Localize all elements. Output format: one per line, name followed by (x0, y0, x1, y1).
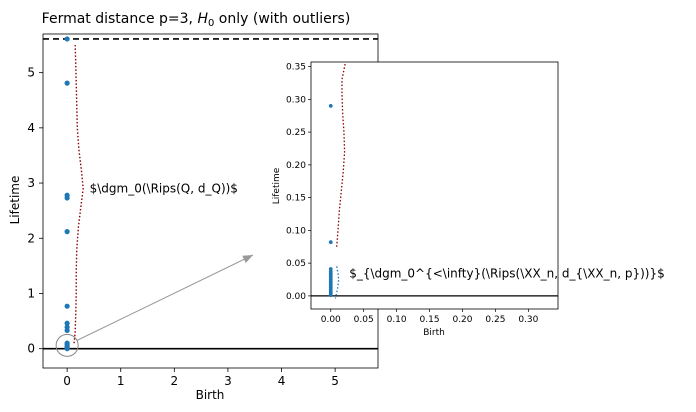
x-tick-label: 3 (224, 374, 232, 388)
data-point (64, 229, 70, 235)
zoom-indicator (55, 333, 79, 357)
y-tick-label: 3 (27, 176, 35, 190)
y-tick-label: 2 (27, 231, 35, 245)
inset-background (311, 62, 558, 309)
y-tick-label: 5 (27, 66, 35, 80)
inset-x-tick-label: 0.00 (321, 315, 341, 325)
inset-ticks: 0.00 0.05 0.10 0.15 0.20 0.25 0.30 0.00 0.05 0.10… (286, 63, 539, 325)
inset-plot-frame (310, 61, 559, 310)
x-tick-label: 1 (117, 374, 125, 388)
data-point (64, 80, 70, 86)
data-point (64, 346, 70, 352)
zoom-arrow-shaft (76, 254, 254, 341)
data-point (64, 303, 70, 309)
main-annotation: $\dgm_0(\Rips(Q, d_Q))$ (90, 182, 238, 196)
x-tick-label: 0 (63, 374, 71, 388)
inset-y-tick-label: 0.10 (286, 226, 306, 236)
inset-x-axis-label: Birth (423, 328, 445, 338)
inset-density-curve-line (336, 63, 346, 247)
main-y-axis-label: Lifetime (8, 176, 22, 225)
zoom-arrow-head (242, 255, 253, 263)
inset-x-tick-label: 0.05 (354, 315, 374, 325)
inset-y-tick-label: 0.15 (286, 194, 306, 204)
inset-y-tick-label: 0.35 (286, 63, 306, 73)
inset-y-tick-label: 0.30 (286, 95, 306, 105)
data-point (64, 36, 70, 42)
zoom-circle (55, 333, 79, 357)
density-curve-line (73, 45, 84, 344)
x-tick-label: 5 (331, 374, 339, 388)
inset-x-tick-label: 0.20 (452, 315, 472, 325)
y-tick-label: 1 (27, 286, 35, 300)
inset-x-tick-label: 0.15 (420, 315, 440, 325)
inset-x-tick-label: 0.10 (387, 315, 407, 325)
inset-data-point (328, 240, 333, 245)
y-tick-label: 0 (27, 342, 35, 356)
inset-data-point (328, 293, 333, 298)
inset-x-tick-label: 0.30 (518, 315, 538, 325)
inset-y-tick-label: 0.05 (286, 259, 306, 269)
main-x-axis-label: Birth (196, 388, 225, 402)
inset-annotation: $_{\dgm_0^{<\infty}(\Rips(\XX_n, d_{\XX_… (349, 267, 665, 281)
main-reference-lines (43, 38, 378, 350)
main-chart-title: Fermat distance p=3, H0 only (with outli… (42, 11, 351, 29)
data-point (64, 320, 70, 326)
inset-y-axis-label: Lifetime (272, 167, 282, 204)
main-density-curve (73, 45, 84, 344)
inset-y-tick-label: 0.00 (286, 292, 306, 302)
x-tick-label: 4 (278, 374, 286, 388)
y-tick-label: 4 (27, 121, 35, 135)
data-point (64, 327, 70, 334)
inset-density-curve (334, 63, 346, 299)
inset-data-point (328, 267, 333, 271)
inset-y-tick-label: 0.25 (286, 128, 306, 138)
zoom-arrow (76, 254, 254, 341)
inset-points (328, 103, 333, 298)
main-points (64, 36, 70, 352)
data-point (64, 195, 70, 201)
inset-y-tick-label: 0.20 (286, 161, 306, 171)
x-tick-label: 2 (170, 374, 178, 388)
main-ticks: 0 1 2 3 4 5 0 1 2 3 4 5 (27, 66, 339, 388)
inset-data-point (328, 103, 333, 108)
inset-x-tick-label: 0.25 (485, 315, 505, 325)
